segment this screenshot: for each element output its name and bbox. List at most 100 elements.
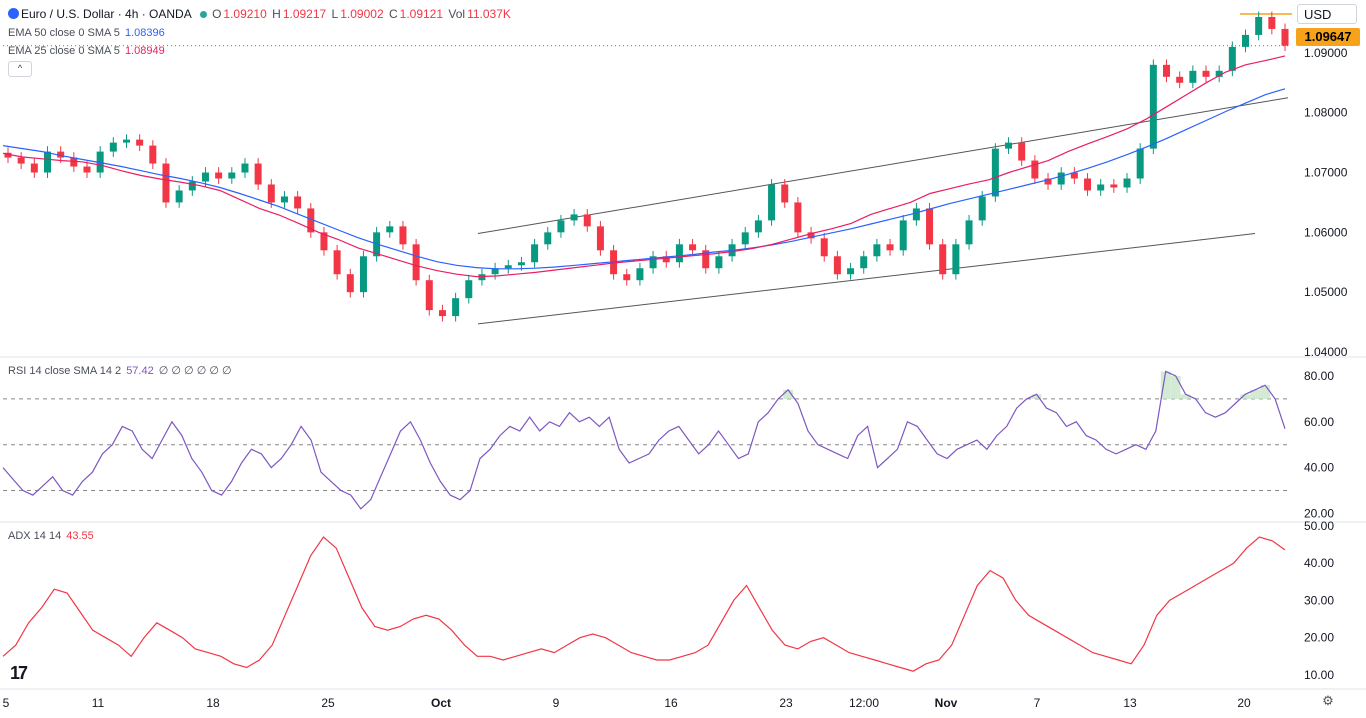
channel-upper-line xyxy=(477,97,1289,235)
candle-body xyxy=(162,163,170,203)
candle-body xyxy=(452,298,460,317)
candle-body xyxy=(978,196,986,221)
rsi-axis-tick-label: 60.00 xyxy=(1304,415,1334,429)
candle-body xyxy=(267,184,275,203)
ema25-value: 1.08949 xyxy=(124,45,165,57)
adx-axis-tick-label: 30.00 xyxy=(1304,593,1334,607)
oanda-logo-icon xyxy=(8,8,19,19)
candle-body xyxy=(675,244,683,263)
candle-body xyxy=(215,172,223,179)
time-axis-tick-label: 7 xyxy=(1034,696,1041,710)
candle-body xyxy=(1228,46,1236,71)
candle-body xyxy=(912,208,920,221)
price-axis-tick-label: 1.08000 xyxy=(1304,106,1348,120)
chart-header-legend: Euro / U.S. Dollar · 4h · OANDA O 1.09210… xyxy=(8,7,513,21)
candle-body xyxy=(122,139,130,143)
rsi-overbought-fill xyxy=(1180,394,1191,399)
candle-body xyxy=(280,196,288,203)
candle-body xyxy=(1202,70,1210,77)
candle-body xyxy=(544,232,552,245)
time-axis-tick-label: 9 xyxy=(553,696,560,710)
time-axis-tick-label: 23 xyxy=(779,696,793,710)
candle-body xyxy=(175,190,183,203)
candle-body xyxy=(754,220,762,233)
adx-legend[interactable]: ADX 14 14 43.55 xyxy=(8,530,96,542)
candle-body xyxy=(4,152,12,158)
candle-body xyxy=(109,142,117,152)
ema50-value: 1.08396 xyxy=(124,27,165,39)
candle-body xyxy=(1110,184,1118,188)
adx-value: 43.55 xyxy=(66,530,94,542)
candle-body xyxy=(30,163,38,173)
adx-axis-tick-label: 10.00 xyxy=(1304,668,1334,682)
tradingview-logo-icon[interactable]: 17 xyxy=(10,663,28,683)
candle-body xyxy=(412,244,420,281)
time-axis-tick-label: Nov xyxy=(935,696,958,710)
candle-body xyxy=(517,262,525,266)
candle-body xyxy=(136,139,144,146)
candle-body xyxy=(1005,142,1013,149)
candle-body xyxy=(847,268,855,275)
candle-body xyxy=(570,214,578,221)
candle-body xyxy=(386,226,394,233)
candle-body xyxy=(1018,142,1026,161)
time-axis-tick-label: 11 xyxy=(92,696,105,710)
adx-axis-tick-label: 20.00 xyxy=(1304,631,1334,645)
candle-body xyxy=(83,166,91,173)
candle-body xyxy=(807,232,815,239)
candle-body xyxy=(1097,184,1105,191)
candle-body xyxy=(636,268,644,281)
candle-body xyxy=(1281,28,1289,46)
candle-body xyxy=(886,244,894,251)
candle-body xyxy=(1070,172,1078,179)
price-axis-tick-label: 1.09000 xyxy=(1304,46,1348,60)
candle-body xyxy=(1123,178,1131,188)
ohlc-high-label: H xyxy=(272,7,281,21)
rsi-overbought-fill xyxy=(1260,385,1271,399)
time-axis-tick-label: 18 xyxy=(206,696,220,710)
symbol-title[interactable]: Euro / U.S. Dollar · 4h · OANDA xyxy=(21,7,192,21)
candle-body xyxy=(715,256,723,269)
collapse-legend-button[interactable]: ^ xyxy=(8,61,32,77)
ohlc-open-label: O xyxy=(212,7,222,21)
candle-body xyxy=(333,250,341,275)
ohlc-close-label: C xyxy=(388,7,398,21)
rsi-overbought-fill xyxy=(1160,371,1171,399)
ema50-legend[interactable]: EMA 50 close 0 SMA 5 1.08396 xyxy=(8,27,167,39)
candle-body xyxy=(689,244,697,251)
candle-body xyxy=(939,244,947,275)
rsi-axis-tick-label: 80.00 xyxy=(1304,369,1334,383)
candle-body xyxy=(873,244,881,257)
candle-body xyxy=(833,256,841,275)
candle-body xyxy=(623,274,631,281)
candle-body xyxy=(294,196,302,209)
candle-body xyxy=(1031,160,1039,179)
candle-body xyxy=(781,184,789,203)
candle-body xyxy=(1149,64,1157,149)
price-axis-tick-label: 1.07000 xyxy=(1304,166,1348,180)
rsi-value: 57.42 xyxy=(126,365,154,377)
currency-select[interactable]: USD xyxy=(1297,4,1357,24)
candle-body xyxy=(1163,64,1171,77)
candle-body xyxy=(583,214,591,227)
candle-body xyxy=(702,250,710,269)
candle-body xyxy=(899,220,907,251)
candle-body xyxy=(359,256,367,293)
candle-body xyxy=(926,208,934,245)
ohlc-low-value: 1.09002 xyxy=(340,7,384,21)
rsi-legend[interactable]: RSI 14 close SMA 14 2 57.42 ∅ ∅ ∅ ∅ ∅ ∅ xyxy=(8,364,234,377)
candle-body xyxy=(70,157,78,167)
candle-body xyxy=(1084,178,1092,191)
settings-gear-icon[interactable]: ⚙ xyxy=(1322,693,1334,708)
ema50-label: EMA 50 close 0 SMA 5 xyxy=(8,27,120,39)
ema25-legend[interactable]: EMA 25 close 0 SMA 5 1.08949 xyxy=(8,45,167,57)
rsi-overbought-fill xyxy=(1250,389,1261,399)
candle-body xyxy=(794,202,802,233)
time-axis-tick-label: 12:00 xyxy=(849,696,879,710)
candle-body xyxy=(1136,148,1144,179)
candle-body xyxy=(557,220,565,233)
candle-body xyxy=(860,256,868,269)
time-axis-tick-label: 16 xyxy=(664,696,678,710)
price-axis-tick-label: 1.06000 xyxy=(1304,225,1348,239)
